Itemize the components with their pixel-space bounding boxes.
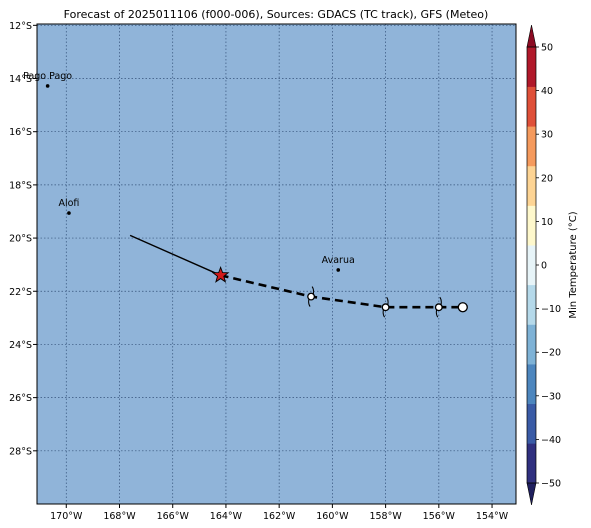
low-forecast-point xyxy=(457,302,468,313)
map-frame xyxy=(36,23,517,505)
lat-tick-label: 14°S xyxy=(9,74,32,85)
lon-tick-label: 168°W xyxy=(103,511,136,522)
colorbar-segment xyxy=(527,284,536,325)
city-marker xyxy=(45,84,50,88)
colorbar-segment xyxy=(527,86,536,127)
colorbar-tick-label: −40 xyxy=(541,435,561,446)
lon-tick-label: 164°W xyxy=(210,511,243,522)
colorbar-segment xyxy=(527,443,536,484)
lon-tick-label: 170°W xyxy=(50,511,83,522)
cyclone-forecast-point xyxy=(307,292,316,301)
colorbar-tick-label: 30 xyxy=(541,130,553,141)
lon-tick-label: 166°W xyxy=(157,511,190,522)
cyclone-forecast-point xyxy=(381,303,390,312)
colorbar-tick-label: −30 xyxy=(541,391,561,402)
colorbar-label: Min Temperature (°C) xyxy=(568,211,579,318)
colorbar-segment xyxy=(527,403,536,444)
cyclone-forecast-point xyxy=(434,303,443,312)
colorbar-tick-label: −10 xyxy=(541,304,561,315)
colorbar-tick-label: 20 xyxy=(541,173,553,184)
colorbar-tick-label: −50 xyxy=(541,479,561,490)
figure-title: Forecast of 2025011106 (f000-006), Sourc… xyxy=(64,8,489,21)
colorbar-tick-label: 10 xyxy=(541,217,553,228)
lon-tick-label: 154°W xyxy=(476,511,509,522)
current-position-star xyxy=(211,265,230,283)
city-label: Pago Pago xyxy=(23,71,72,82)
colorbar-extend-low xyxy=(526,482,537,506)
colorbar-segment xyxy=(527,245,536,286)
colorbar-tick-label: −20 xyxy=(541,348,561,359)
lat-tick-label: 16°S xyxy=(9,127,32,138)
colorbar-segment xyxy=(527,47,536,87)
tc-track xyxy=(129,234,468,318)
colorbar: −50 −40 −30 −20 −10 0 10 20 30 40 50 xyxy=(526,24,561,506)
ocean-background xyxy=(37,24,516,504)
past-track-line xyxy=(129,234,221,276)
lon-tick-label: 160°W xyxy=(316,511,349,522)
lon-tick-label: 156°W xyxy=(423,511,456,522)
lat-tick-label: 20°S xyxy=(9,234,32,245)
city-label: Alofi xyxy=(58,198,79,209)
map-panel[interactable]: Pago Pago Alofi Avarua xyxy=(23,23,517,505)
lon-tick-label: 162°W xyxy=(263,511,296,522)
city-label: Avarua xyxy=(322,255,355,266)
lat-tick-label: 26°S xyxy=(9,393,32,404)
lat-tick-label: 22°S xyxy=(9,287,32,298)
colorbar-tick-label: 40 xyxy=(541,86,553,97)
lat-tick-label: 12°S xyxy=(9,21,32,32)
colorbar-segment xyxy=(527,205,536,246)
city-marker xyxy=(67,211,71,215)
colorbar-tick-label: 0 xyxy=(541,261,547,272)
latitude-axis: 12°S 14°S 16°S 18°S 20°S 22°S 24°S 26°S 28°S xyxy=(9,21,37,457)
colorbar-extend-high xyxy=(526,24,537,48)
city-marker xyxy=(336,268,341,272)
colorbar-tick-label: 50 xyxy=(541,43,553,54)
colorbar-segment xyxy=(527,165,536,206)
lat-tick-label: 18°S xyxy=(9,180,32,191)
graticule xyxy=(37,24,516,504)
lon-tick-label: 158°W xyxy=(369,511,402,522)
colorbar-segment xyxy=(527,324,536,365)
colorbar-segment xyxy=(527,126,536,167)
lat-tick-label: 24°S xyxy=(9,340,32,351)
colorbar-segment xyxy=(527,364,536,405)
lat-tick-label: 28°S xyxy=(9,446,32,457)
longitude-axis: 170°W 168°W 166°W 164°W 162°W 160°W 158°W 156°W… xyxy=(50,504,509,522)
city-markers: Pago Pago Alofi Avarua xyxy=(23,71,355,272)
